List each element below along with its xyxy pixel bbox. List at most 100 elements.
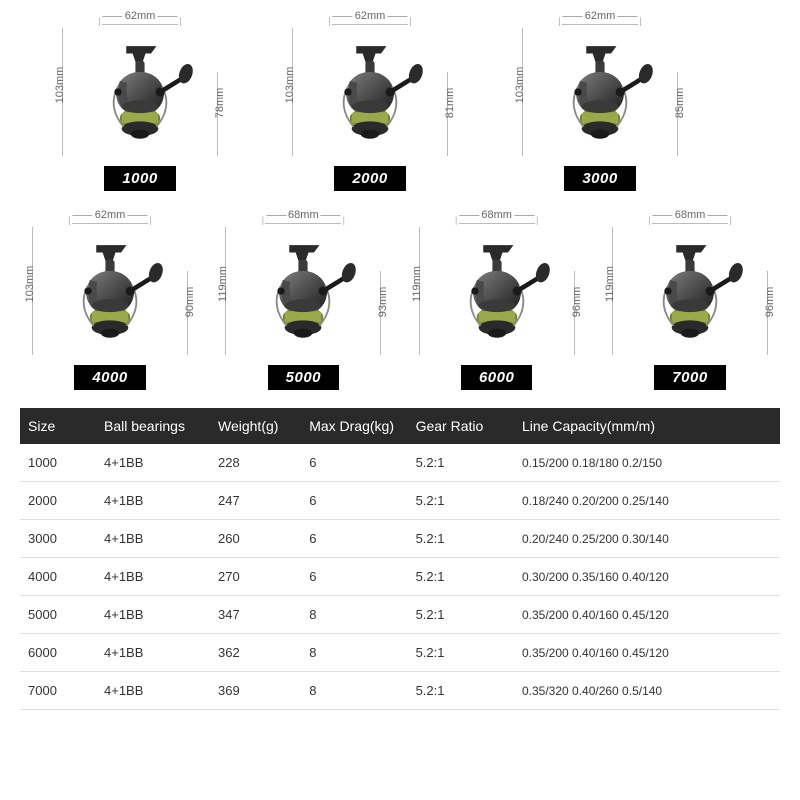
table-row: 70004+1BB36985.2:10.35/320 0.40/260 0.5/…	[20, 672, 780, 710]
dimension-diagram: 62mm 103mm 90mm	[20, 209, 200, 359]
dim-height: 119mm	[217, 266, 229, 302]
table-cell: 5.2:1	[408, 558, 514, 596]
dim-spool-height: 96mm	[571, 287, 583, 318]
table-cell: 8	[301, 596, 407, 634]
table-cell: 4+1BB	[96, 672, 210, 710]
table-cell: 0.35/200 0.40/160 0.45/120	[514, 634, 780, 672]
table-cell: 5.2:1	[408, 634, 514, 672]
dim-width-value: 62mm	[585, 10, 616, 22]
dimension-diagram: 68mm 119mm 96mm	[600, 209, 780, 359]
table-cell: 4+1BB	[96, 520, 210, 558]
table-cell: 5.2:1	[408, 444, 514, 482]
dim-width-value: 62mm	[125, 10, 156, 22]
col-header: Max Drag(kg)	[301, 408, 407, 444]
dim-width-value: 68mm	[481, 209, 512, 221]
dim-width: 62mm	[98, 10, 181, 22]
dim-height: 103mm	[284, 67, 296, 104]
model-badge: 7000	[654, 365, 725, 390]
spec-table-header: SizeBall bearingsWeight(g)Max Drag(kg)Ge…	[20, 408, 780, 444]
dim-width-value: 62mm	[355, 10, 386, 22]
table-cell: 0.35/200 0.40/160 0.45/120	[514, 596, 780, 634]
dimension-diagram: 62mm 103mm 85mm	[510, 10, 690, 160]
table-cell: 1000	[20, 444, 96, 482]
table-row: 10004+1BB22865.2:10.15/200 0.18/180 0.2/…	[20, 444, 780, 482]
table-cell: 0.15/200 0.18/180 0.2/150	[514, 444, 780, 482]
spec-table-body: 10004+1BB22865.2:10.15/200 0.18/180 0.2/…	[20, 444, 780, 710]
dim-height: 103mm	[24, 266, 36, 303]
spec-table: SizeBall bearingsWeight(g)Max Drag(kg)Ge…	[20, 408, 780, 710]
table-cell: 5.2:1	[408, 520, 514, 558]
table-cell: 347	[210, 596, 301, 634]
table-cell: 0.18/240 0.20/200 0.25/140	[514, 482, 780, 520]
table-cell: 228	[210, 444, 301, 482]
product-card-4000: 62mm103mm90mm4000	[20, 209, 200, 390]
dimension-diagram: 68mm 119mm 96mm	[407, 209, 587, 359]
model-badge: 2000	[334, 166, 405, 191]
table-cell: 362	[210, 634, 301, 672]
table-cell: 5.2:1	[408, 672, 514, 710]
dim-width: 62mm	[328, 10, 411, 22]
product-card-6000: 68mm 119mm 96mm 6000	[407, 209, 587, 390]
dimension-diagram: 62mm 103mm 78mm	[50, 10, 230, 160]
table-cell: 8	[301, 672, 407, 710]
reel-icon	[248, 231, 358, 351]
table-cell: 247	[210, 482, 301, 520]
table-cell: 369	[210, 672, 301, 710]
dimension-diagram: 68mm 119mm 93mm	[213, 209, 393, 359]
product-card-5000: 68mm 119mm 93mm 5000	[213, 209, 393, 390]
dim-width: 68mm	[262, 209, 345, 221]
table-cell: 4+1BB	[96, 444, 210, 482]
table-cell: 2000	[20, 482, 96, 520]
dimension-diagram: 62mm 103mm 81mm	[280, 10, 460, 160]
table-cell: 4+1BB	[96, 634, 210, 672]
dim-width: 62mm	[558, 10, 641, 22]
model-badge: 1000	[104, 166, 175, 191]
dim-spool-height: 81mm	[444, 88, 456, 119]
model-badge: 6000	[461, 365, 532, 390]
table-cell: 6	[301, 558, 407, 596]
col-header: Weight(g)	[210, 408, 301, 444]
reel-icon	[85, 32, 195, 152]
table-row: 50004+1BB34785.2:10.35/200 0.40/160 0.45…	[20, 596, 780, 634]
table-cell: 6	[301, 482, 407, 520]
table-cell: 4000	[20, 558, 96, 596]
dim-height: 119mm	[411, 266, 423, 302]
dim-spool-height: 85mm	[674, 88, 686, 119]
table-row: 30004+1BB26065.2:10.20/240 0.25/200 0.30…	[20, 520, 780, 558]
table-cell: 4+1BB	[96, 558, 210, 596]
product-card-3000: 62mm 103mm 85mm 3000	[510, 10, 690, 191]
dim-spool-height: 78mm	[214, 88, 226, 119]
col-header: Size	[20, 408, 96, 444]
dim-width-value: 62mm	[95, 209, 126, 221]
product-grid-row-2: 62mm103mm90mm400068mm119mm93mm500068mm11…	[20, 209, 780, 390]
table-row: 40004+1BB27065.2:10.30/200 0.35/160 0.40…	[20, 558, 780, 596]
product-card-7000: 68mm 119mm 96mm 7000	[600, 209, 780, 390]
table-cell: 8	[301, 634, 407, 672]
table-cell: 5.2:1	[408, 482, 514, 520]
dim-width: 68mm	[648, 209, 731, 221]
dim-height: 103mm	[514, 67, 526, 104]
model-badge: 3000	[564, 166, 635, 191]
table-cell: 4+1BB	[96, 596, 210, 634]
table-cell: 0.20/240 0.25/200 0.30/140	[514, 520, 780, 558]
dim-width-value: 68mm	[675, 209, 706, 221]
product-grid-row-1: 62mm 103mm 78mm 1000 62mm 103mm 81mm 2000 62mm 10…	[20, 10, 780, 191]
reel-icon	[55, 231, 165, 351]
dim-height: 103mm	[54, 67, 66, 104]
col-header: Line Capacity(mm/m)	[514, 408, 780, 444]
reel-icon	[545, 32, 655, 152]
reel-icon	[635, 231, 745, 351]
table-cell: 6	[301, 520, 407, 558]
table-cell: 3000	[20, 520, 96, 558]
dim-spool-height: 96mm	[764, 287, 776, 318]
dim-spool-height: 90mm	[184, 287, 196, 318]
model-badge: 5000	[268, 365, 339, 390]
dim-spool-height: 93mm	[377, 287, 389, 318]
table-cell: 4+1BB	[96, 482, 210, 520]
table-cell: 0.30/200 0.35/160 0.40/120	[514, 558, 780, 596]
dim-height: 119mm	[604, 266, 616, 302]
table-cell: 260	[210, 520, 301, 558]
table-cell: 7000	[20, 672, 96, 710]
table-cell: 5.2:1	[408, 596, 514, 634]
dim-width: 62mm	[68, 209, 151, 221]
